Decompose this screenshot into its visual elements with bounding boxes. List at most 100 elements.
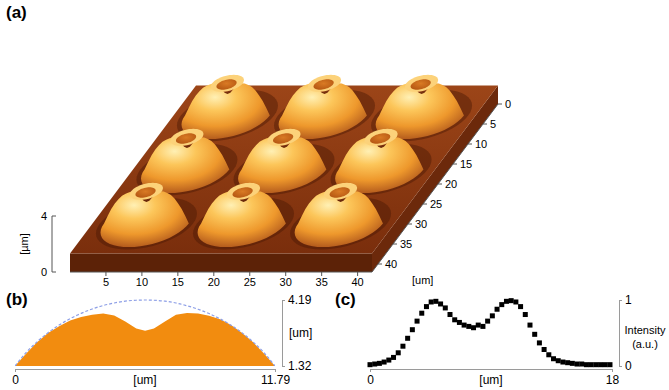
x-tick-label: 18 bbox=[606, 373, 620, 387]
data-point bbox=[452, 317, 457, 322]
data-point bbox=[527, 323, 532, 328]
y-tick-label: 0 bbox=[625, 359, 632, 373]
lens-rim bbox=[227, 183, 260, 200]
lens bbox=[193, 183, 294, 250]
data-point bbox=[532, 332, 537, 337]
y-axis-line bbox=[619, 301, 620, 367]
z-axis-title: [µm] bbox=[18, 233, 30, 255]
data-point bbox=[504, 299, 509, 304]
data-point bbox=[405, 336, 410, 341]
y-axis-title: (a.u.) bbox=[632, 338, 658, 350]
y-tick: 0 bbox=[619, 359, 632, 373]
y-tick-mark bbox=[423, 204, 427, 205]
y-tick-label: 40 bbox=[385, 258, 397, 270]
x-tick: 0 bbox=[12, 369, 19, 387]
x-tick-label: 15 bbox=[172, 276, 184, 288]
y-tick: 1 bbox=[619, 293, 632, 307]
base-front-face bbox=[70, 254, 372, 272]
axes-3d: 5101520253035400510152025303540[um]04[µm… bbox=[18, 98, 511, 288]
lens-dimple bbox=[411, 79, 431, 89]
data-point bbox=[589, 362, 594, 367]
x-tick-label: 10 bbox=[136, 276, 148, 288]
figure: 5101520253035400510152025303540[um]04[µm… bbox=[0, 0, 669, 390]
lens-rim bbox=[324, 183, 357, 200]
y-tick-label: 35 bbox=[400, 238, 412, 250]
y-tick-mark bbox=[619, 300, 622, 301]
data-point bbox=[542, 347, 547, 352]
plot-area bbox=[15, 300, 275, 366]
data-point bbox=[382, 360, 387, 365]
y-tick-mark bbox=[438, 184, 442, 185]
x-tick: 18 bbox=[606, 369, 620, 387]
data-point bbox=[419, 311, 424, 316]
data-point bbox=[598, 362, 603, 367]
fit-line bbox=[15, 300, 275, 366]
lens-rim bbox=[308, 75, 341, 92]
data-point bbox=[424, 304, 429, 309]
y-tick-label: 0 bbox=[505, 98, 511, 110]
x-tick-label: 30 bbox=[280, 276, 292, 288]
y-tick-label: 10 bbox=[475, 138, 487, 150]
data-point bbox=[462, 323, 467, 328]
y-tick: 4.19 bbox=[282, 293, 312, 307]
lens-dimple bbox=[233, 187, 253, 197]
data-point bbox=[400, 344, 405, 349]
data-point bbox=[391, 355, 396, 360]
x-axis-title: [um] bbox=[479, 373, 502, 387]
y-tick-mark bbox=[378, 264, 382, 265]
y-tick-label: 20 bbox=[445, 178, 457, 190]
z-tick-mark bbox=[52, 272, 56, 273]
panel-label: (b) bbox=[6, 290, 28, 309]
panel-label: (c) bbox=[335, 290, 356, 309]
lens bbox=[96, 183, 197, 250]
lens-rim bbox=[405, 75, 438, 92]
x-axis: 011.79 bbox=[12, 369, 290, 387]
data-point bbox=[471, 325, 476, 330]
y-axis-line bbox=[282, 301, 283, 367]
y-tick-mark bbox=[483, 124, 487, 125]
y-axis-line bbox=[372, 104, 498, 272]
x-tick-label: 11.79 bbox=[261, 373, 290, 387]
data-point bbox=[593, 362, 598, 367]
data-point bbox=[499, 302, 504, 307]
lens-dome bbox=[198, 191, 286, 247]
data-point bbox=[372, 362, 377, 367]
y-tick-label: 1.32 bbox=[288, 359, 312, 373]
x-tick: 0 bbox=[367, 369, 374, 387]
data-point bbox=[466, 324, 471, 329]
x-tick-label: 25 bbox=[244, 276, 256, 288]
x-axis: 0 18 bbox=[367, 369, 619, 387]
y-axis: 1.32 4.19 bbox=[282, 293, 312, 373]
y-tick-label: 15 bbox=[460, 158, 472, 170]
lens-rim bbox=[267, 129, 300, 146]
x-tick-label: 40 bbox=[351, 276, 363, 288]
data-point bbox=[523, 312, 528, 317]
surface-plot bbox=[70, 75, 498, 272]
data-point bbox=[368, 362, 373, 367]
z-tick-label: 4 bbox=[41, 210, 47, 222]
data-point bbox=[603, 362, 608, 367]
lens-rim bbox=[365, 129, 398, 146]
data-point bbox=[447, 312, 452, 317]
lens bbox=[290, 183, 391, 250]
lens-dimple bbox=[216, 79, 236, 89]
lens-dome bbox=[101, 191, 189, 247]
data-point bbox=[410, 327, 415, 332]
z-tick-mark bbox=[52, 216, 56, 217]
data-point bbox=[537, 340, 542, 345]
x-axis-line bbox=[371, 369, 613, 370]
data-point bbox=[429, 299, 434, 304]
x-tick-label: 0 bbox=[12, 373, 19, 387]
plot-area bbox=[368, 298, 613, 367]
x-tick-label: 0 bbox=[367, 373, 374, 387]
z-axis-line bbox=[52, 216, 53, 272]
x-axis-title: [um] bbox=[133, 373, 156, 387]
y-tick-mark bbox=[468, 144, 472, 145]
lens-dome bbox=[295, 191, 383, 247]
data-point bbox=[575, 362, 580, 367]
lens-dimple bbox=[176, 133, 196, 143]
lens-dimple bbox=[370, 133, 390, 143]
lens-dimple bbox=[135, 187, 155, 197]
lens-rim bbox=[170, 129, 203, 146]
y-tick-label: 5 bbox=[490, 118, 496, 130]
